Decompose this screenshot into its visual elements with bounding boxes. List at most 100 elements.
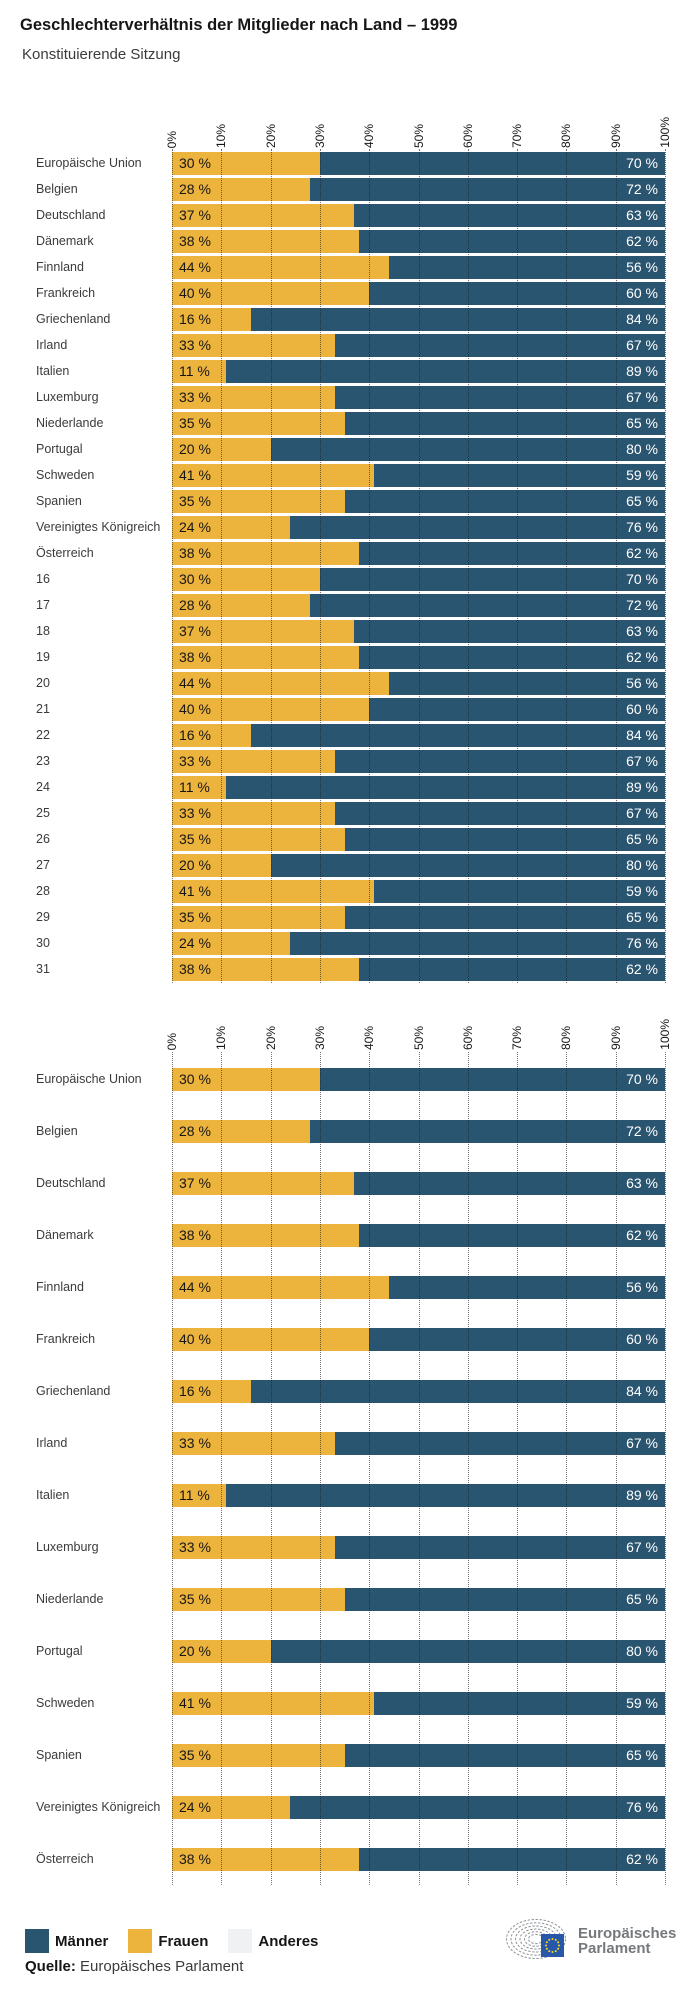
bar-men-value: 65 % [626, 909, 658, 925]
axis-tick-label: 50% [411, 123, 426, 148]
bar-women-value: 38 % [179, 545, 211, 561]
bar-track: 37 % 63 % [172, 1172, 665, 1195]
axis-tick-label: 30% [312, 1025, 327, 1050]
axis-top: 0% 10% 20% 30% 40% 50% 60% 70% 80% 90% 100% [165, 95, 672, 150]
ep-logo: Europäisches Parlament [505, 1918, 676, 1964]
bar-men-segment: 59 % [374, 464, 665, 487]
bar-women-value: 44 % [179, 1279, 211, 1295]
bar-track: 16 % 84 % [172, 724, 665, 747]
bar-women-value: 28 % [179, 181, 211, 197]
bar-women-value: 30 % [179, 155, 211, 171]
chart-row: 25 33 % 67 % [0, 802, 700, 828]
bar-women-segment: 33 % [172, 750, 335, 773]
bar-track: 33 % 67 % [172, 386, 665, 409]
bar-women-segment: 41 % [172, 880, 375, 903]
bar-track: 16 % 84 % [172, 308, 665, 331]
bar-track: 35 % 65 % [172, 1744, 665, 1767]
bar-women-value: 33 % [179, 389, 211, 405]
bar-women-value: 16 % [179, 311, 211, 327]
chart-row: 20 44 % 56 % [0, 672, 700, 698]
bar-track: 37 % 63 % [172, 620, 665, 643]
bar-women-segment: 38 % [172, 1848, 360, 1871]
bar-men-value: 89 % [626, 1487, 658, 1503]
bar-men-value: 62 % [626, 961, 658, 977]
bar-women-value: 24 % [179, 1799, 211, 1815]
axis-tick-label: 100% [658, 1019, 672, 1050]
row-label: Dänemark [36, 234, 94, 248]
legend-label: Anderes [258, 1932, 319, 1950]
bar-women-value: 35 % [179, 415, 211, 431]
bar-men-value: 56 % [626, 675, 658, 691]
bar-women-segment: 33 % [172, 334, 335, 357]
bar-men-segment: 80 % [270, 1640, 665, 1663]
bar-women-segment: 33 % [172, 386, 335, 409]
row-label: 29 [36, 910, 50, 924]
chart-row: Italien 11 % 89 % [0, 360, 700, 386]
row-label: Finnland [36, 1280, 84, 1294]
row-label: Niederlande [36, 416, 104, 430]
bar-women-segment: 38 % [172, 542, 360, 565]
bar-track: 44 % 56 % [172, 672, 665, 695]
bar-women-value: 11 % [179, 779, 210, 795]
bar-men-segment: 65 % [344, 828, 665, 851]
bar-track: 24 % 76 % [172, 516, 665, 539]
eu-flag-icon [541, 1934, 564, 1957]
chart-row: 24 11 % 89 % [0, 776, 700, 802]
bar-track: 33 % 67 % [172, 334, 665, 357]
bar-men-segment: 59 % [374, 1692, 665, 1715]
row-label: Deutschland [36, 1176, 106, 1190]
axis-tick-label: 20% [263, 123, 278, 148]
bar-women-value: 30 % [179, 571, 211, 587]
bar-track: 11 % 89 % [172, 776, 665, 799]
bar-track: 44 % 56 % [172, 256, 665, 279]
axis-tick-label: 40% [362, 123, 377, 148]
bar-men-value: 60 % [626, 701, 658, 717]
bar-men-segment: 67 % [334, 802, 665, 825]
bar-track: 38 % 62 % [172, 1224, 665, 1247]
bar-women-segment: 33 % [172, 1432, 335, 1455]
bar-women-value: 30 % [179, 1071, 211, 1087]
page-subtitle: Konstituierende Sitzung [22, 46, 181, 63]
bar-women-segment: 37 % [172, 1172, 355, 1195]
row-label: Portugal [36, 1644, 83, 1658]
bar-women-segment: 28 % [172, 178, 311, 201]
bar-track: 28 % 72 % [172, 1120, 665, 1143]
bar-track: 38 % 62 % [172, 230, 665, 253]
chart-row: Luxemburg 33 % 67 % [0, 1536, 700, 1588]
bar-women-value: 20 % [179, 1643, 211, 1659]
chart-row: Irland 33 % 67 % [0, 1432, 700, 1484]
row-label: Schweden [36, 468, 95, 482]
legend-item: Frauen [128, 1929, 208, 1953]
bar-women-segment: 24 % [172, 1796, 291, 1819]
bar-women-value: 24 % [179, 935, 211, 951]
bar-track: 44 % 56 % [172, 1276, 665, 1299]
bar-men-segment: 70 % [319, 152, 665, 175]
bar-men-segment: 60 % [369, 698, 665, 721]
bar-women-value: 44 % [179, 259, 211, 275]
bar-women-value: 37 % [179, 1175, 211, 1191]
bar-men-segment: 89 % [226, 1484, 665, 1507]
chart-row: 27 20 % 80 % [0, 854, 700, 880]
chart-row: Spanien 35 % 65 % [0, 490, 700, 516]
bar-men-value: 59 % [626, 467, 658, 483]
bar-men-value: 84 % [626, 727, 658, 743]
bar-track: 35 % 65 % [172, 1588, 665, 1611]
bar-women-segment: 35 % [172, 1588, 345, 1611]
bar-men-value: 56 % [626, 259, 658, 275]
chart-row: Portugal 20 % 80 % [0, 1640, 700, 1692]
chart-row: Vereinigtes Königreich 24 % 76 % [0, 1796, 700, 1848]
chart-row: 29 35 % 65 % [0, 906, 700, 932]
bar-track: 30 % 70 % [172, 1068, 665, 1091]
chart-row: Niederlande 35 % 65 % [0, 412, 700, 438]
bar-women-segment: 20 % [172, 854, 271, 877]
bar-men-segment: 63 % [354, 204, 665, 227]
bar-men-segment: 65 % [344, 412, 665, 435]
chart-row: Irland 33 % 67 % [0, 334, 700, 360]
bar-men-segment: 84 % [250, 308, 665, 331]
row-label: Spanien [36, 1748, 82, 1762]
chart-row: Luxemburg 33 % 67 % [0, 386, 700, 412]
bar-men-value: 62 % [626, 649, 658, 665]
bar-men-segment: 67 % [334, 1536, 665, 1559]
chart-row: Griechenland 16 % 84 % [0, 1380, 700, 1432]
chart-bottom: 0% 10% 20% 30% 40% 50% 60% 70% 80% 90% 100% Europä… [0, 1000, 700, 1900]
